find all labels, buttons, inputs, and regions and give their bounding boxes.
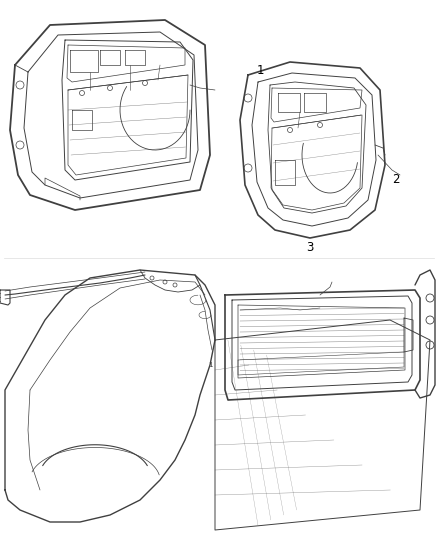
Text: 1: 1	[208, 362, 212, 368]
Text: 3: 3	[307, 241, 314, 254]
Text: 1: 1	[256, 64, 264, 77]
Text: 2: 2	[392, 173, 399, 186]
